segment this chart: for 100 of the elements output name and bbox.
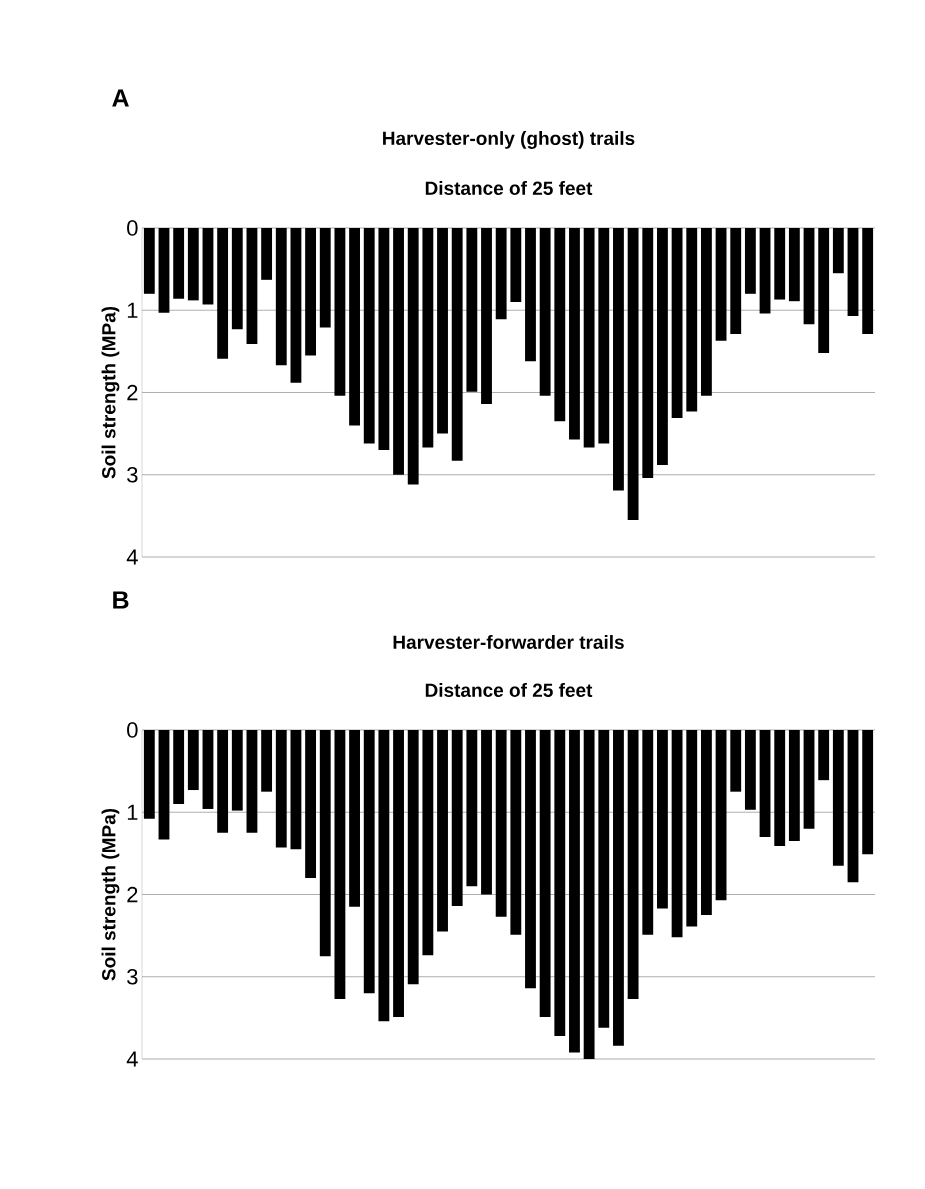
bar: [349, 228, 360, 426]
bar: [275, 228, 287, 366]
bar: [583, 730, 595, 1059]
bar: [818, 730, 830, 781]
text: B: [113, 591, 129, 609]
bar: [407, 228, 419, 485]
bar: [730, 228, 742, 335]
bar: [759, 730, 771, 837]
bar: [613, 730, 624, 1046]
bar: [187, 228, 199, 301]
bar: [187, 730, 199, 791]
bar: [700, 730, 712, 916]
bar: [788, 730, 800, 842]
bar: [818, 228, 830, 354]
bar: [495, 228, 507, 320]
bar: [510, 730, 522, 935]
bar: [275, 730, 287, 848]
bar: [231, 228, 243, 330]
bar: [627, 228, 639, 520]
bar: [832, 228, 844, 274]
bar: [642, 228, 654, 479]
bar: [569, 730, 580, 1053]
bar: [393, 730, 404, 1018]
bar: [451, 228, 463, 461]
bar: [202, 228, 214, 305]
bar: [319, 228, 331, 328]
bar: [583, 228, 595, 448]
bar: [862, 228, 874, 335]
bar: [319, 730, 331, 957]
bar: [744, 730, 756, 810]
y-axis-title: Soil strength (MPa): [101, 306, 120, 479]
bar: [803, 228, 815, 325]
bar: [686, 228, 698, 412]
bar: [378, 228, 390, 451]
bar: [334, 730, 346, 999]
bar: [598, 228, 610, 444]
bar: [143, 730, 155, 819]
bar: [744, 228, 756, 294]
bar: [525, 730, 536, 989]
bar: [554, 730, 566, 1036]
bar: [642, 730, 654, 935]
bar: [613, 228, 624, 491]
bar: [847, 730, 859, 883]
bar: [305, 730, 317, 879]
bar: [217, 730, 229, 833]
bar: [466, 228, 478, 392]
bar: [627, 730, 639, 999]
bar: [305, 228, 317, 356]
bar: [437, 730, 448, 932]
bar: [525, 228, 536, 362]
bar: [759, 228, 771, 314]
bar: [466, 730, 478, 887]
chart-title: Harvester-only (ghost) trails: [383, 131, 635, 149]
bar: [158, 730, 170, 840]
chart-subtitle: Distance of 25 feet: [425, 181, 593, 195]
bar: [671, 228, 683, 418]
bar: [158, 228, 170, 313]
y-tick-label: 2: [127, 886, 138, 903]
bar: [569, 228, 580, 440]
bar: [832, 730, 844, 866]
y-tick-label: 0: [127, 722, 138, 738]
bar: [510, 228, 522, 303]
bar: [657, 228, 668, 465]
bar: [246, 730, 258, 833]
y-tick-label: 1: [127, 302, 138, 318]
bar: [363, 730, 375, 994]
text: A: [112, 89, 129, 107]
y-tick-label: 0: [127, 220, 138, 236]
bar: [173, 730, 185, 805]
bar: [730, 730, 742, 792]
bar: [554, 228, 566, 422]
bar: [451, 730, 463, 907]
bar: [422, 228, 434, 448]
bar: [788, 228, 800, 302]
bar: [657, 730, 668, 909]
bar: [715, 228, 727, 341]
bar: [481, 730, 492, 895]
bar: [378, 730, 390, 1022]
bar: [143, 228, 155, 294]
bar: [290, 228, 302, 383]
y-axis-title: Soil strength (MPa): [101, 808, 120, 981]
y-tick-label: 2: [127, 384, 138, 401]
bar: [862, 730, 874, 855]
bar: [847, 228, 859, 317]
bar: [686, 730, 698, 927]
bar: [715, 730, 727, 901]
bar: [334, 228, 346, 396]
bar: [261, 730, 273, 792]
bar: [231, 730, 243, 811]
bar: [671, 730, 683, 938]
bar: [217, 228, 229, 359]
bar: [539, 228, 551, 396]
bar: [246, 228, 258, 344]
bar: [774, 228, 786, 300]
bar: [803, 730, 815, 829]
bar: [700, 228, 712, 396]
bar: [495, 730, 507, 917]
bar: [598, 730, 610, 1028]
bar: [481, 228, 492, 405]
bar: [202, 730, 214, 809]
